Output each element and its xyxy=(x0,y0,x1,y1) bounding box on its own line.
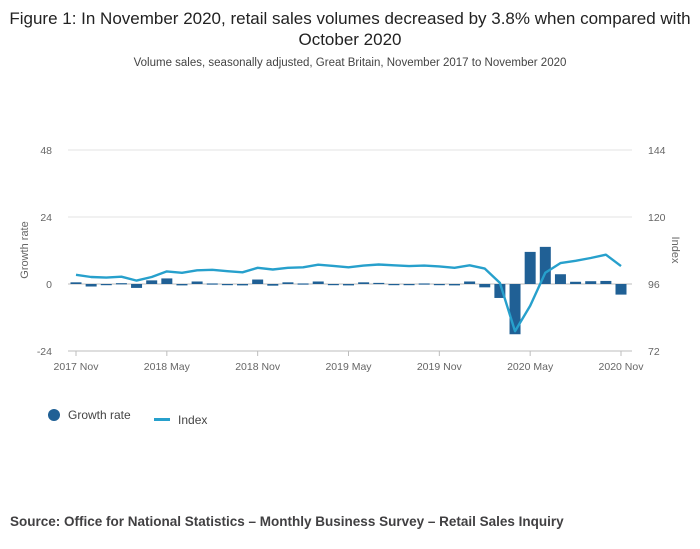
growth-rate-bar[interactable] xyxy=(70,282,82,284)
growth-rate-bar[interactable] xyxy=(479,284,491,288)
growth-rate-bar[interactable] xyxy=(176,284,188,286)
growth-rate-bar[interactable] xyxy=(494,284,506,298)
growth-rate-bar[interactable] xyxy=(343,284,354,286)
x-tick-label: 2019 Nov xyxy=(417,361,463,373)
growth-rate-bar[interactable] xyxy=(282,282,294,284)
y-left-tick-label: 24 xyxy=(40,212,52,224)
y-right-tick-label: 120 xyxy=(648,212,666,224)
legend-dot-icon xyxy=(48,409,60,421)
growth-rate-bars xyxy=(70,246,627,335)
growth-rate-bar[interactable] xyxy=(388,284,400,286)
index-line-group xyxy=(75,253,622,333)
growth-rate-bar[interactable] xyxy=(418,283,430,285)
y-right-tick-label: 72 xyxy=(648,346,660,358)
x-tick-label: 2019 May xyxy=(325,361,372,373)
chart-title: Figure 1: In November 2020, retail sales… xyxy=(9,9,691,49)
growth-rate-bar[interactable] xyxy=(524,251,536,284)
growth-rate-bar[interactable] xyxy=(161,278,173,284)
x-tick-label: 2018 Nov xyxy=(235,361,281,373)
growth-rate-bar[interactable] xyxy=(509,284,521,335)
x-tick-label: 2020 May xyxy=(507,361,554,373)
combo-chart: 2017 Nov 2018 May 2018 Nov 2019 May 2019 Nov… xyxy=(19,145,681,373)
y-axis-right-label: Index xyxy=(669,237,681,264)
growth-rate-bar[interactable] xyxy=(115,283,127,285)
growth-rate-bar[interactable] xyxy=(237,284,249,286)
growth-rate-bar[interactable] xyxy=(448,284,460,286)
legend-line-icon xyxy=(154,418,171,421)
y-left-tick-label: 48 xyxy=(40,145,52,157)
growth-rate-bar[interactable] xyxy=(554,274,566,284)
growth-rate-bar[interactable] xyxy=(327,284,339,286)
growth-rate-bar[interactable] xyxy=(373,282,385,285)
legend-growth-label: Growth rate xyxy=(68,408,131,422)
x-tick-label: 2017 Nov xyxy=(54,361,100,373)
y-axis-left-label: Growth rate xyxy=(19,221,31,278)
y-axis-right: 144 120 96 72 xyxy=(648,145,666,358)
growth-rate-bar[interactable] xyxy=(221,284,233,286)
growth-rate-bar[interactable] xyxy=(146,280,158,284)
growth-rate-bar[interactable] xyxy=(403,284,415,286)
growth-rate-bar[interactable] xyxy=(600,280,612,284)
x-tick-label: 2018 May xyxy=(144,361,191,373)
growth-rate-bar[interactable] xyxy=(252,279,264,284)
index-line[interactable] xyxy=(75,253,622,333)
legend-index-label: Index xyxy=(178,412,208,427)
y-axis-left: 48 24 0 -24 xyxy=(37,145,52,358)
legend-item-growth[interactable]: Growth rate xyxy=(48,408,131,422)
x-axis: 2017 Nov 2018 May 2018 Nov 2019 May 2019 Nov… xyxy=(54,350,645,373)
growth-rate-bar[interactable] xyxy=(297,283,309,285)
growth-rate-bar[interactable] xyxy=(585,281,597,284)
growth-rate-bar[interactable] xyxy=(539,246,551,284)
y-left-tick-label: -24 xyxy=(37,346,52,358)
growth-rate-bar[interactable] xyxy=(267,284,279,286)
growth-rate-bar[interactable] xyxy=(100,284,112,286)
growth-rate-bar[interactable] xyxy=(570,281,582,284)
source-note: Source: Office for National Statistics –… xyxy=(10,514,564,529)
growth-rate-bar[interactable] xyxy=(615,284,627,295)
growth-rate-bar[interactable] xyxy=(358,282,370,284)
legend-item-index[interactable]: Index xyxy=(154,413,207,427)
y-right-tick-label: 144 xyxy=(648,145,666,157)
growth-rate-bar[interactable] xyxy=(131,284,143,288)
growth-rate-bar[interactable] xyxy=(312,281,324,284)
growth-rate-bar[interactable] xyxy=(191,281,203,284)
legend: Growth rate Index xyxy=(48,408,227,427)
growth-rate-bar[interactable] xyxy=(433,284,445,286)
y-right-tick-label: 96 xyxy=(648,279,660,291)
growth-rate-bar[interactable] xyxy=(464,281,476,284)
growth-rate-bar[interactable] xyxy=(206,283,218,285)
growth-rate-bar[interactable] xyxy=(85,284,97,287)
chart-subtitle: Volume sales, seasonally adjusted, Great… xyxy=(133,57,567,69)
x-tick-label: 2020 Nov xyxy=(599,361,645,373)
y-left-tick-label: 0 xyxy=(46,279,52,291)
